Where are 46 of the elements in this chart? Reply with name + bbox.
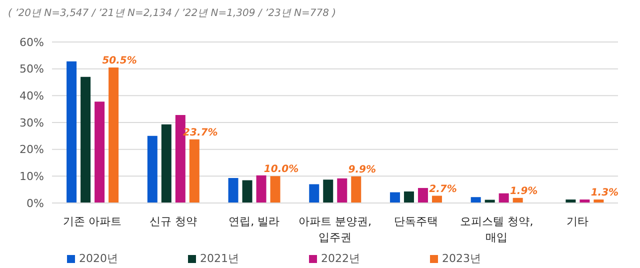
bar	[418, 188, 428, 203]
data-label: 1.3%	[590, 188, 619, 199]
data-label: 10.0%	[264, 164, 299, 176]
y-tick-label: 10%	[20, 170, 44, 184]
data-label: 2.7%	[429, 184, 457, 195]
y-tick-label: 40%	[20, 90, 44, 103]
x-tick-label: 신규 청약	[150, 215, 198, 228]
legend-label: 2021년	[200, 252, 239, 265]
bar	[309, 184, 320, 203]
bar	[351, 176, 362, 203]
bar	[390, 192, 400, 203]
bar	[242, 180, 252, 203]
x-tick-label: 오피스텔 청약, 매입	[460, 215, 534, 244]
bar	[323, 180, 334, 203]
bar	[470, 197, 481, 203]
legend-label: 2020년	[79, 252, 118, 265]
bar	[256, 175, 266, 203]
bar	[337, 178, 348, 203]
bar	[189, 139, 200, 203]
bar	[432, 196, 442, 203]
y-tick-label: 30%	[20, 116, 44, 130]
x-tick-label: 연립, 빌라	[228, 215, 280, 228]
bar	[147, 136, 158, 203]
y-tick-label: 0%	[26, 196, 44, 210]
chart-subtitle: ( ’20년 N=3,547 / ’21년 N=2,134 / ’22년 N=1,309 / ’23년 N=778 )	[8, 7, 336, 20]
x-tick-label: 기타	[566, 215, 589, 228]
data-label: 9.9%	[348, 164, 376, 176]
bar	[404, 191, 414, 203]
x-tick-label: 아파트 분양권, 입주권	[298, 215, 372, 244]
y-tick-label: 20%	[20, 143, 44, 156]
bar	[228, 178, 238, 203]
x-tick-label: 기존 아파트	[63, 215, 122, 228]
bar	[270, 176, 280, 203]
x-tick-label: 단독주택	[394, 215, 438, 228]
legend-label: 2023년	[442, 252, 481, 265]
data-label: 1.9%	[510, 186, 538, 197]
y-tick-label: 60%	[20, 36, 44, 49]
bar	[161, 124, 172, 203]
y-tick-label: 50%	[20, 62, 44, 76]
legend-label: 2022년	[321, 252, 360, 265]
bar	[66, 61, 77, 203]
bar	[498, 193, 509, 203]
bar	[94, 102, 105, 203]
bar	[80, 76, 91, 203]
bar	[108, 67, 119, 203]
data-label: 50.5%	[102, 55, 137, 66]
